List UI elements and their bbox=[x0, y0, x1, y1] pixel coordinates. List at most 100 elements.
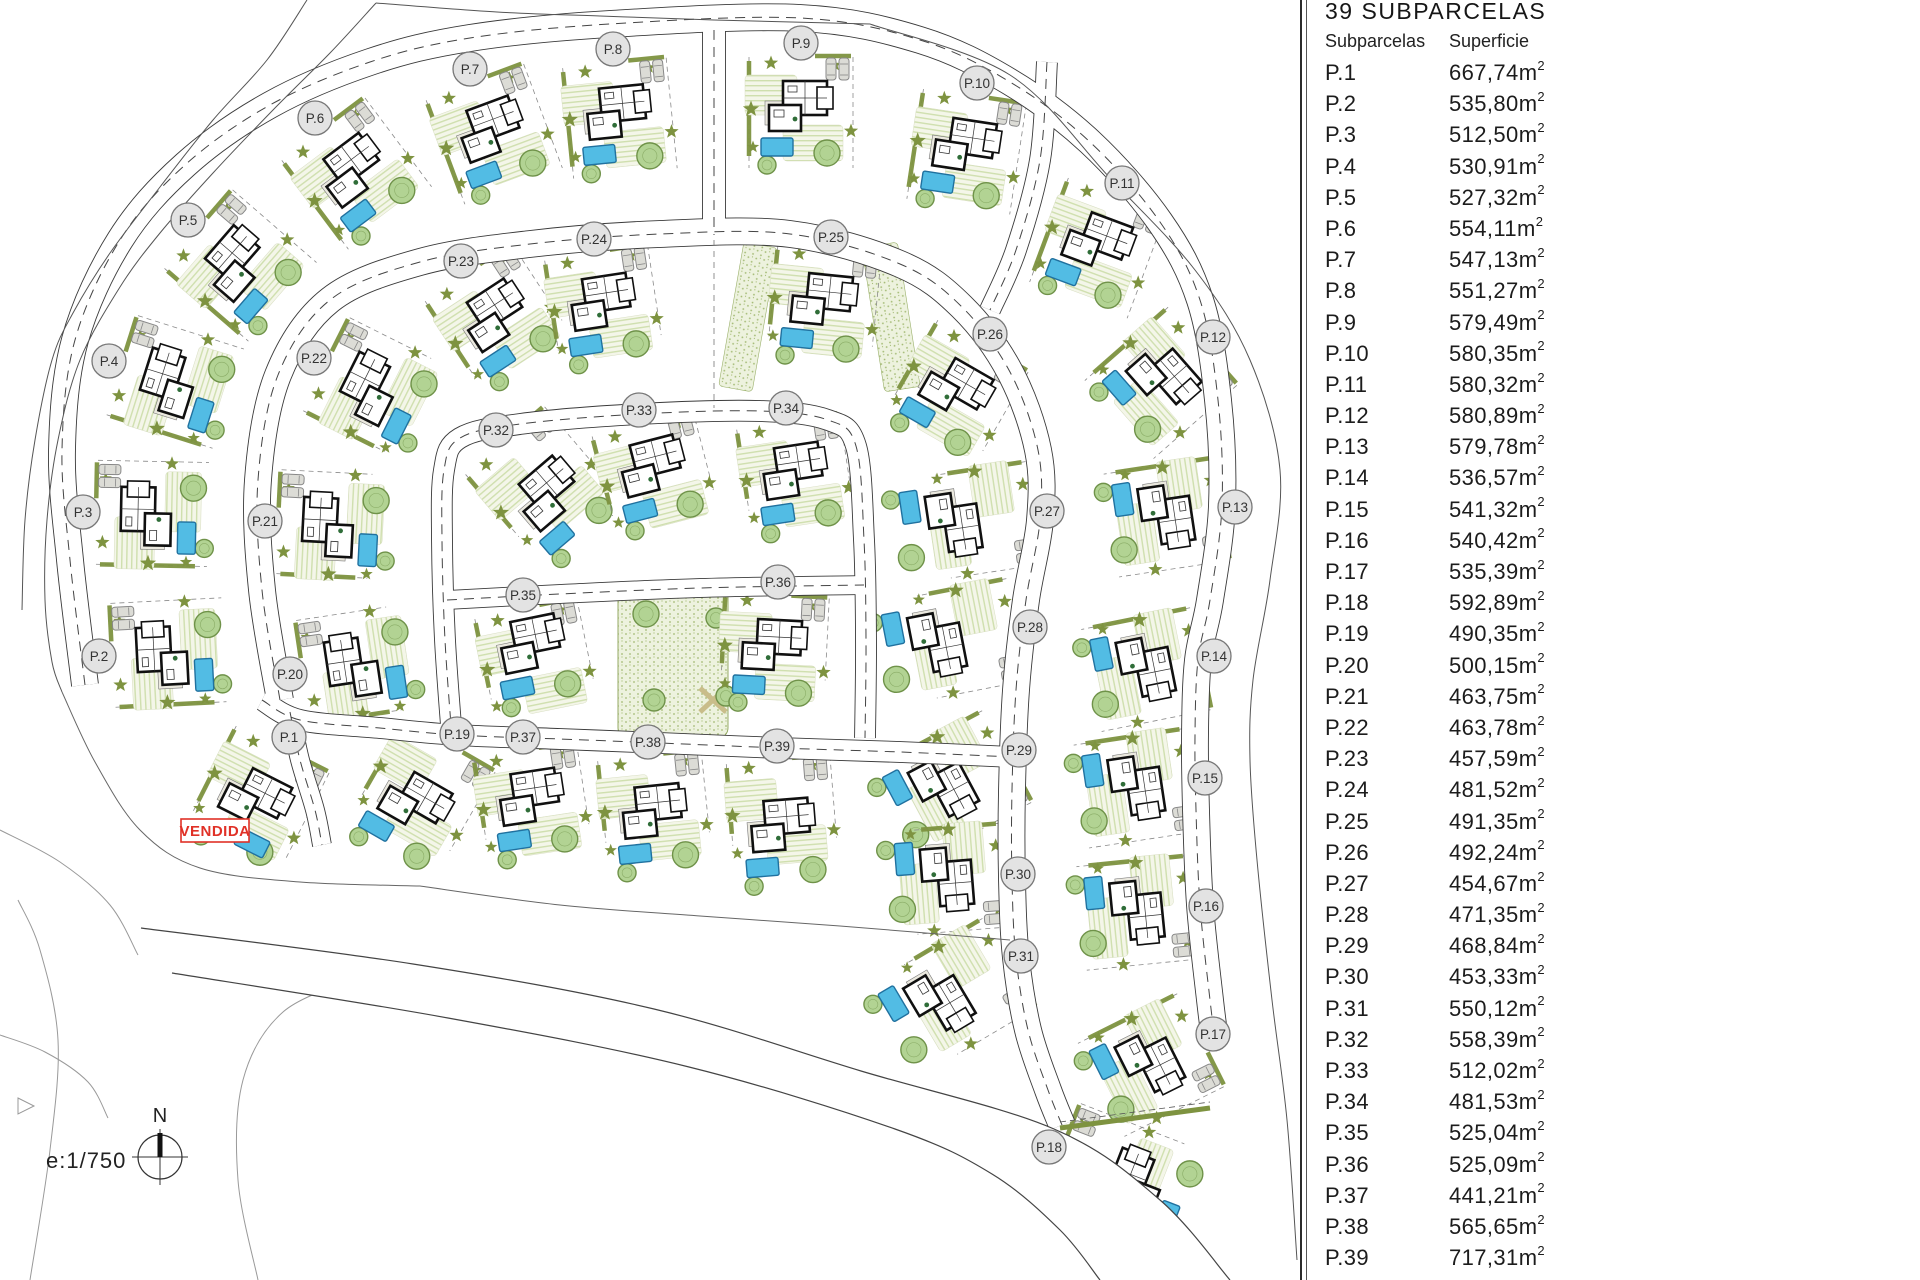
bush-icon bbox=[746, 140, 760, 153]
parcel-bubble: P.18 bbox=[1031, 1129, 1067, 1165]
parcel-group bbox=[543, 242, 664, 375]
lot-line bbox=[1009, 104, 1027, 215]
house-icon bbox=[1059, 210, 1138, 268]
car-icon bbox=[1191, 1063, 1215, 1082]
bush-icon bbox=[947, 582, 964, 598]
bush-icon bbox=[1091, 862, 1104, 874]
parcel-bubble: P.34 bbox=[768, 390, 804, 426]
house-icon bbox=[916, 356, 997, 413]
parcel-bubble-label: P.22 bbox=[301, 351, 327, 366]
house-icon bbox=[1112, 1030, 1188, 1096]
table-row: P.37 441,21m2 bbox=[1325, 1180, 1885, 1211]
car-icon bbox=[224, 194, 247, 215]
parcel-bubble: P.4 bbox=[91, 343, 127, 379]
bush-icon bbox=[940, 820, 957, 837]
parcel-id: P.26 bbox=[1325, 839, 1370, 865]
parcel-area: 592,89m2 bbox=[1449, 587, 1546, 616]
car-icon bbox=[815, 756, 829, 781]
contour-line bbox=[0, 1034, 109, 1119]
parcel-bubble-label: P.1 bbox=[280, 730, 299, 745]
bush-icon bbox=[981, 932, 996, 947]
parcel-bubble: P.27 bbox=[1029, 493, 1065, 529]
tree-icon bbox=[671, 841, 700, 869]
panel-divider-line bbox=[1300, 0, 1302, 1280]
area-table-panel: 39 SUBPARCELAS Subparcelas Superficie P.… bbox=[1300, 0, 1920, 1280]
parcel-area: 554,11m2 bbox=[1449, 213, 1544, 241]
bush-icon bbox=[1142, 1124, 1157, 1139]
parcel-bubble: P.37 bbox=[505, 719, 541, 755]
table-row: P.28 471,35m2 bbox=[1325, 899, 1885, 930]
bush-icon bbox=[177, 594, 192, 608]
bush-icon bbox=[763, 55, 779, 70]
bush-icon bbox=[1006, 170, 1021, 184]
bush-icon bbox=[555, 342, 569, 355]
bush-icon bbox=[546, 303, 563, 319]
parcel-area: 579,49m2 bbox=[1449, 307, 1546, 335]
car-icon bbox=[216, 204, 239, 225]
bush-icon bbox=[393, 699, 407, 712]
house-icon bbox=[338, 347, 395, 428]
tree-icon bbox=[519, 149, 547, 177]
parcel-bubble-label: P.3 bbox=[74, 505, 93, 520]
parcel-bubble: P.29 bbox=[1001, 732, 1037, 768]
bush-icon bbox=[113, 677, 128, 691]
parcel-bubble: P.38 bbox=[630, 724, 666, 760]
parcel-bubble-label: P.23 bbox=[448, 254, 474, 269]
car-icon bbox=[281, 473, 305, 486]
bush-icon bbox=[1124, 729, 1141, 746]
bush-icon bbox=[1118, 833, 1133, 847]
bush-icon bbox=[1172, 425, 1188, 439]
pool bbox=[539, 521, 575, 556]
parcel-bubble: P.22 bbox=[296, 340, 332, 376]
parcel-area: 579,78m2 bbox=[1449, 431, 1546, 460]
house-icon bbox=[462, 276, 526, 354]
vendida-badge: VENDIDA bbox=[179, 818, 250, 843]
table-row: P.10 580,35m2 bbox=[1325, 338, 1885, 369]
bush-icon bbox=[963, 1036, 978, 1050]
parcel-id: P.33 bbox=[1325, 1058, 1370, 1083]
parcel-bubble-label: P.24 bbox=[581, 232, 608, 247]
bush-icon bbox=[738, 472, 755, 488]
tree-icon bbox=[551, 548, 571, 569]
parcel-bubble: P.28 bbox=[1012, 609, 1048, 645]
parcel-area: 491,35m2 bbox=[1449, 806, 1546, 834]
parcel-bubble: P.12 bbox=[1195, 319, 1231, 355]
pool bbox=[358, 810, 395, 842]
hedge bbox=[1059, 1105, 1211, 1131]
bush-icon bbox=[1154, 458, 1171, 475]
site-boundary bbox=[375, 2, 871, 25]
parcel-group bbox=[906, 88, 1027, 215]
parcel-id: P.23 bbox=[1325, 746, 1370, 772]
road-centerline bbox=[61, 16, 1223, 1041]
house-icon bbox=[928, 116, 1003, 172]
bush-icon bbox=[1171, 320, 1186, 334]
table-row: P.25 491,35m2 bbox=[1325, 806, 1885, 837]
table-row: P.24 481,52m2 bbox=[1325, 774, 1885, 805]
tree-icon bbox=[1094, 281, 1122, 309]
parcel-id: P.11 bbox=[1325, 371, 1368, 397]
bush-icon bbox=[766, 289, 783, 305]
bush-icon bbox=[739, 593, 755, 607]
bush-icon bbox=[1148, 562, 1163, 576]
bush-icon bbox=[596, 804, 613, 820]
tree-icon bbox=[1089, 382, 1109, 402]
table-row: P.13 579,78m2 bbox=[1325, 431, 1885, 462]
car-icon bbox=[297, 620, 322, 635]
parcel-bubble: P.14 bbox=[1196, 638, 1232, 674]
parcel-area: 525,04m2 bbox=[1449, 1118, 1546, 1146]
lot-line bbox=[1080, 1103, 1185, 1145]
bush-icon bbox=[927, 923, 942, 937]
tree-icon bbox=[760, 524, 781, 544]
parcel-bubble: P.33 bbox=[621, 392, 657, 428]
car-icon bbox=[111, 605, 135, 618]
tree-icon bbox=[553, 670, 582, 698]
parcel-area: 512,02m2 bbox=[1449, 1055, 1546, 1083]
parcel-bubble-label: P.39 bbox=[764, 739, 790, 754]
north-compass-icon: N bbox=[132, 1105, 188, 1185]
parcel-bubble-label: P.17 bbox=[1200, 1027, 1226, 1042]
bush-icon bbox=[490, 613, 505, 627]
house-icon bbox=[918, 843, 976, 913]
bush-icon bbox=[716, 636, 733, 653]
parcel-bubble: P.36 bbox=[760, 564, 796, 600]
bush-icon bbox=[613, 757, 628, 771]
